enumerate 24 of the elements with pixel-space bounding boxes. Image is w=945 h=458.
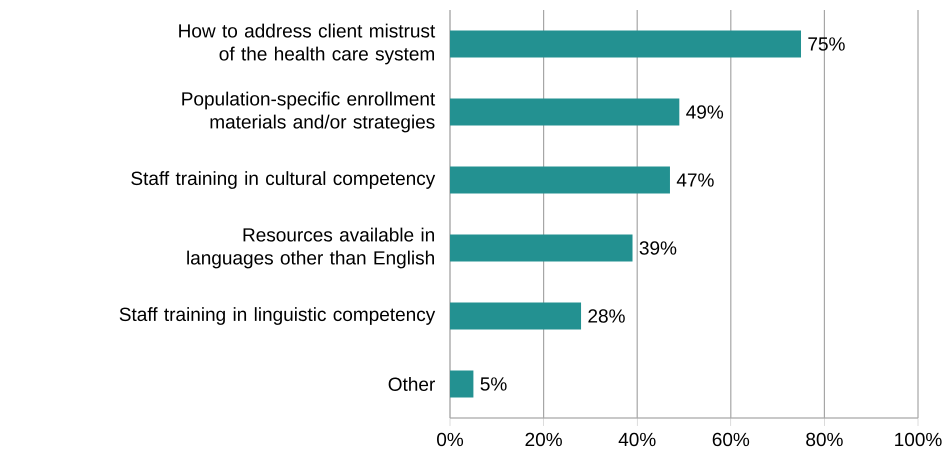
y-tick-label: Resources available in languages other than English: [187, 228, 434, 268]
x-tick-label: 80%: [806, 432, 843, 446]
y-tick-label: Population-specific enrollment materials and/or strategies: [182, 92, 436, 132]
y-tick-label: Staff training in cultural competency: [131, 171, 436, 189]
bar: [450, 98, 680, 126]
x-tick-label: 60%: [712, 432, 750, 446]
bar: [450, 234, 633, 262]
data-label: 28%: [588, 309, 625, 323]
data-label: 75%: [808, 37, 845, 51]
x-tick-label: 0%: [437, 432, 464, 446]
bar: [450, 166, 670, 194]
bar: [450, 302, 582, 330]
y-tick-label: Other: [388, 377, 435, 391]
x-tick-label: 40%: [618, 432, 656, 446]
data-label: 49%: [686, 105, 724, 119]
x-tick-label: 100%: [895, 432, 942, 446]
y-tick-label: Staff training in linguistic competency: [120, 307, 436, 325]
data-label: 5%: [480, 377, 507, 391]
bar: [450, 370, 474, 398]
x-tick-label: 20%: [526, 432, 562, 446]
data-label: 47%: [676, 173, 714, 187]
y-tick-label: How to address client mistrust of the health care system: [179, 24, 436, 64]
bar: [450, 30, 802, 58]
data-label: 39%: [640, 241, 676, 255]
